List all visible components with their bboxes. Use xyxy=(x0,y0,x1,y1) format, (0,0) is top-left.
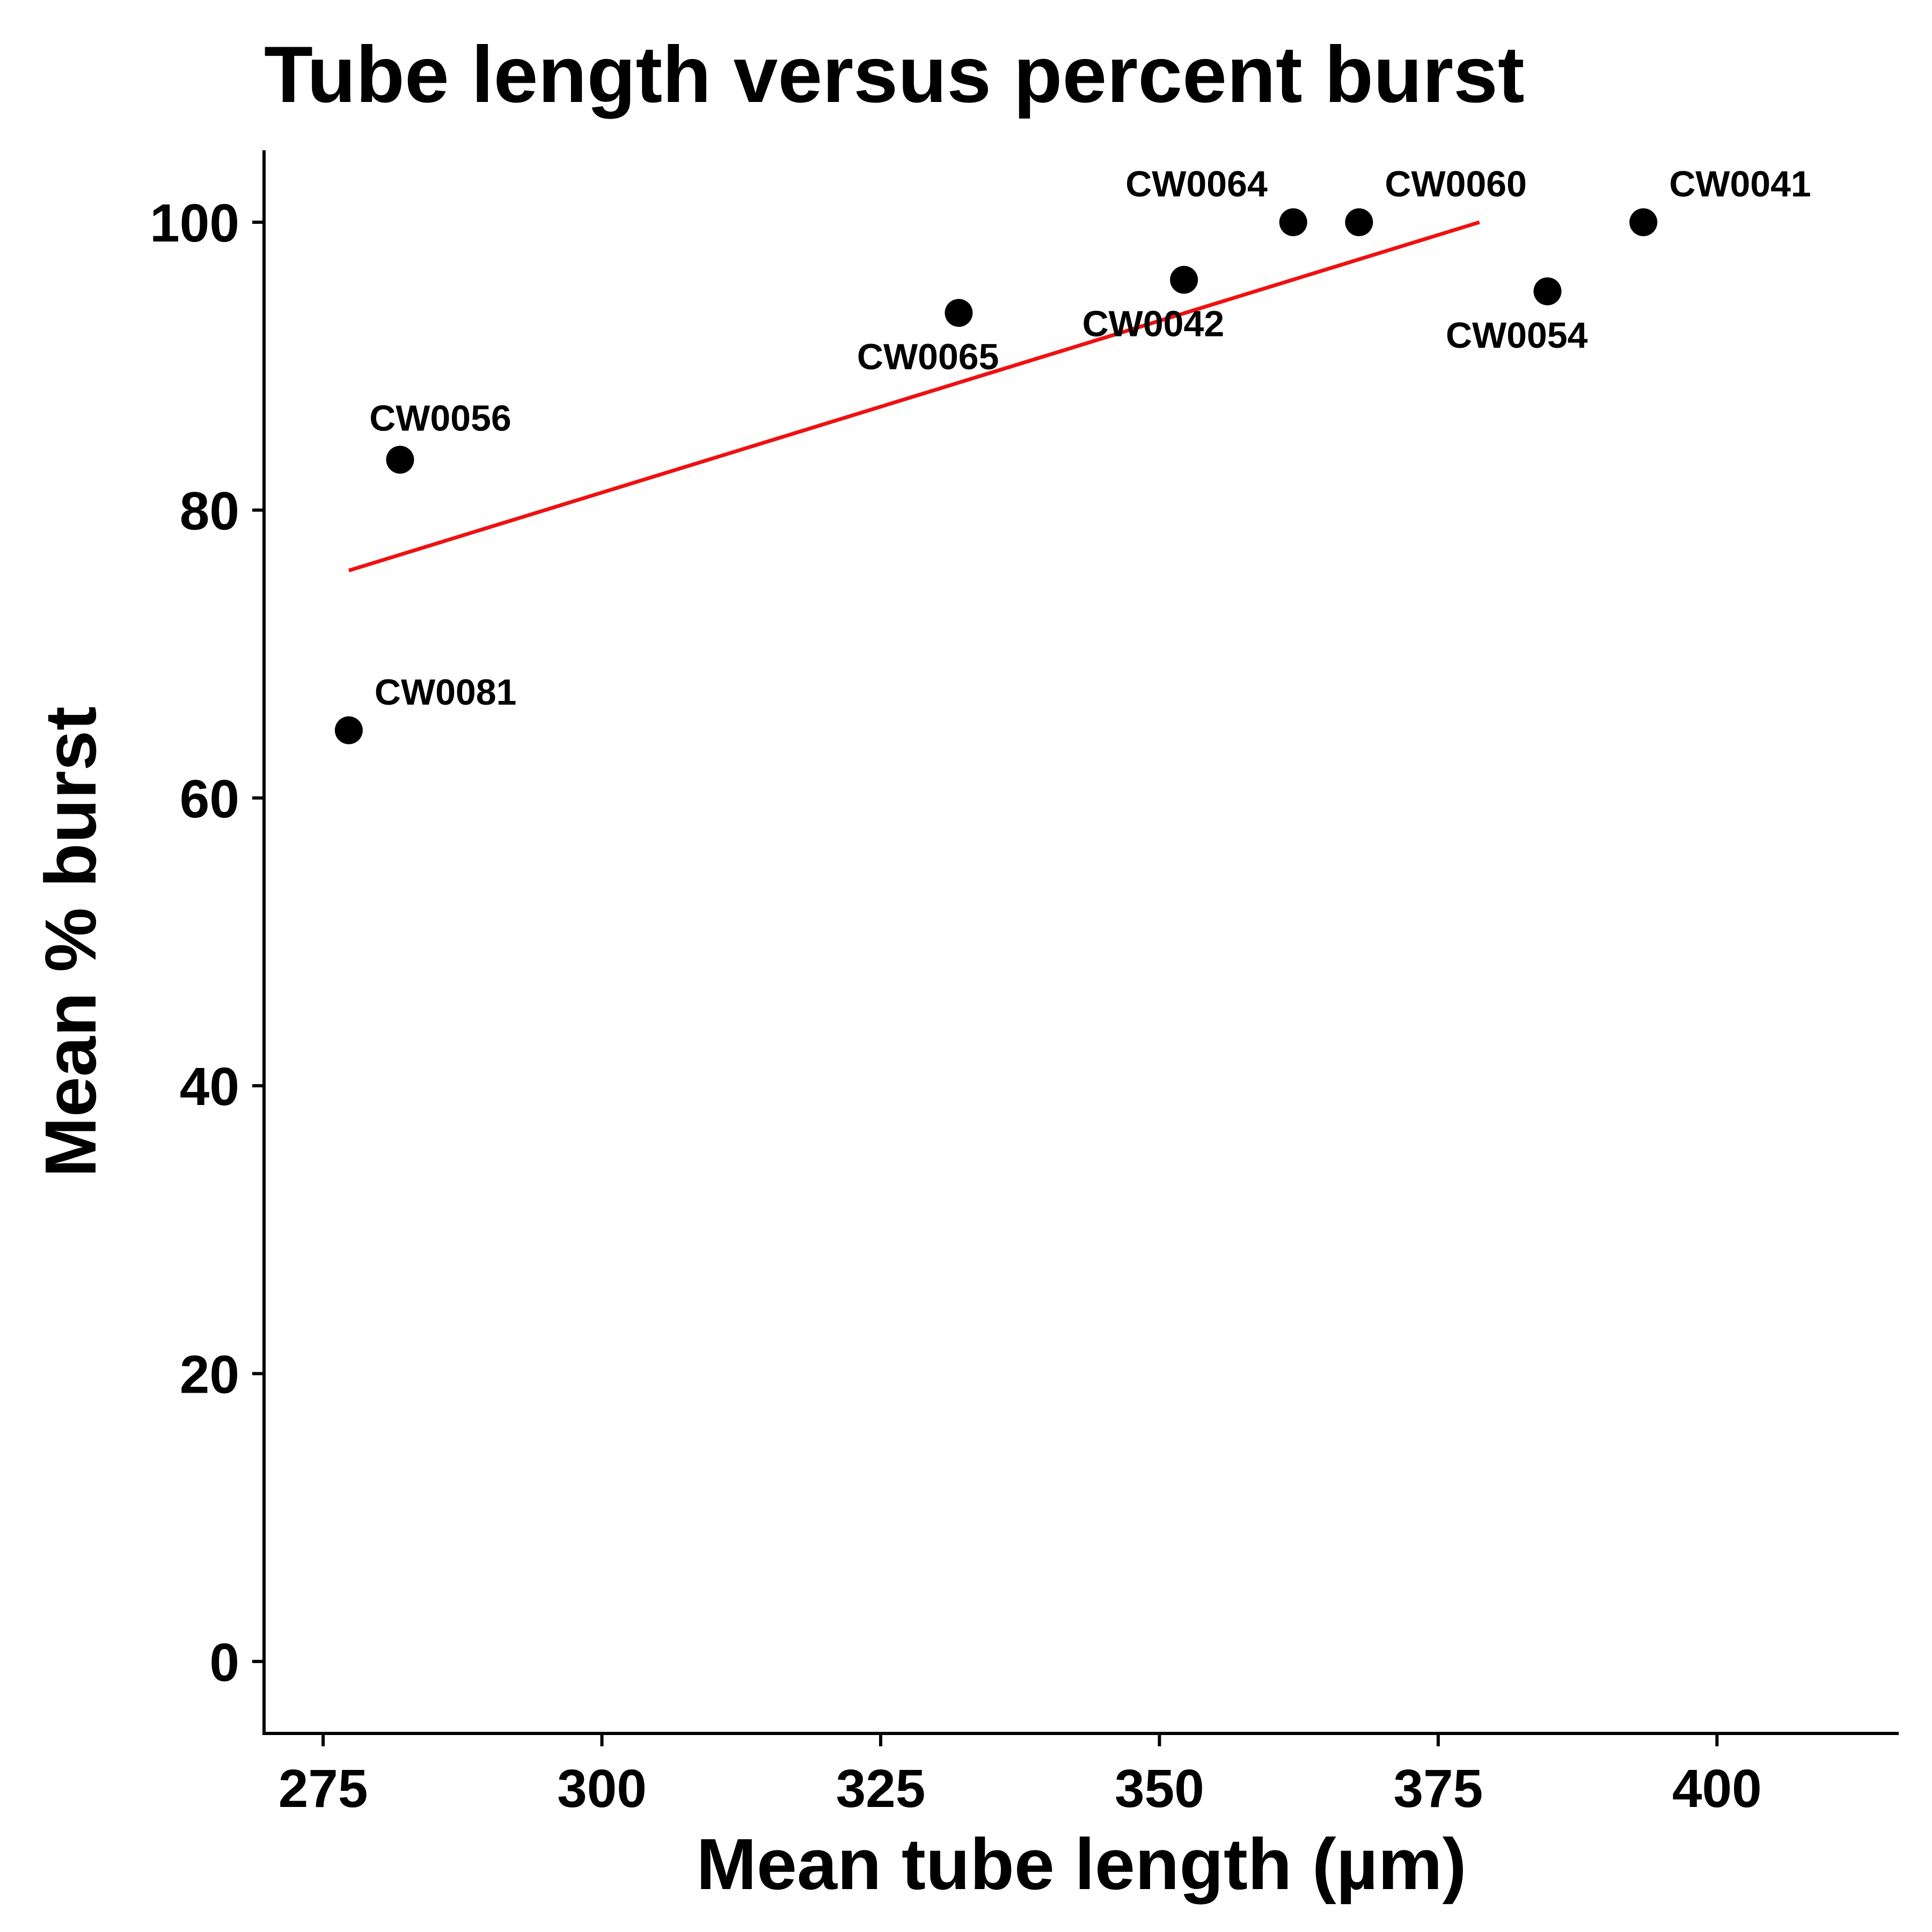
y-tick-label: 40 xyxy=(180,1057,239,1117)
data-point xyxy=(1170,266,1198,294)
x-tick-label: 375 xyxy=(1393,1759,1483,1819)
y-axis-title: Mean % burst xyxy=(30,706,111,1177)
axes xyxy=(262,150,1899,1735)
data-point xyxy=(1629,208,1658,237)
y-tick-label: 80 xyxy=(180,481,239,541)
point-label: CW0065 xyxy=(857,336,999,377)
x-tick-label: 275 xyxy=(279,1759,368,1819)
y-tick-label: 100 xyxy=(150,193,239,253)
fit-line xyxy=(348,220,1480,573)
data-point xyxy=(334,716,363,744)
data-point xyxy=(386,445,414,474)
x-tick-label: 300 xyxy=(557,1759,647,1819)
point-label: CW0042 xyxy=(1082,303,1225,344)
y-tick-label: 60 xyxy=(180,769,239,829)
point-labels-group: CW0081 CW0056 CW0065 CW0042 CW0064 CW0060 CW00… xyxy=(369,164,1811,713)
x-tick-label: 400 xyxy=(1672,1759,1762,1819)
x-tick-label: 350 xyxy=(1115,1759,1204,1819)
point-label: CW0060 xyxy=(1385,164,1527,204)
data-point xyxy=(1345,208,1373,237)
data-point xyxy=(1533,277,1562,305)
data-point xyxy=(1279,208,1307,237)
point-label: CW0081 xyxy=(375,672,517,713)
x-tick-label: 325 xyxy=(836,1759,926,1819)
y-tick-label: 0 xyxy=(209,1633,239,1693)
chart-title: Tube length versus percent burst xyxy=(264,30,1525,119)
y-tick-label: 20 xyxy=(180,1345,239,1405)
fit-line-group xyxy=(348,220,1480,573)
data-point xyxy=(945,299,973,327)
x-ticks: 275 300 325 350 375 400 xyxy=(279,1733,1762,1819)
point-label: CW0054 xyxy=(1446,315,1588,356)
point-label: CW0056 xyxy=(369,398,511,439)
y-ticks: 0 20 40 60 80 100 xyxy=(150,193,264,1693)
point-label: CW0041 xyxy=(1669,164,1811,204)
points-group xyxy=(334,208,1658,744)
x-axis-title: Mean tube length (µm) xyxy=(696,1824,1466,1905)
point-label: CW0064 xyxy=(1125,164,1268,204)
